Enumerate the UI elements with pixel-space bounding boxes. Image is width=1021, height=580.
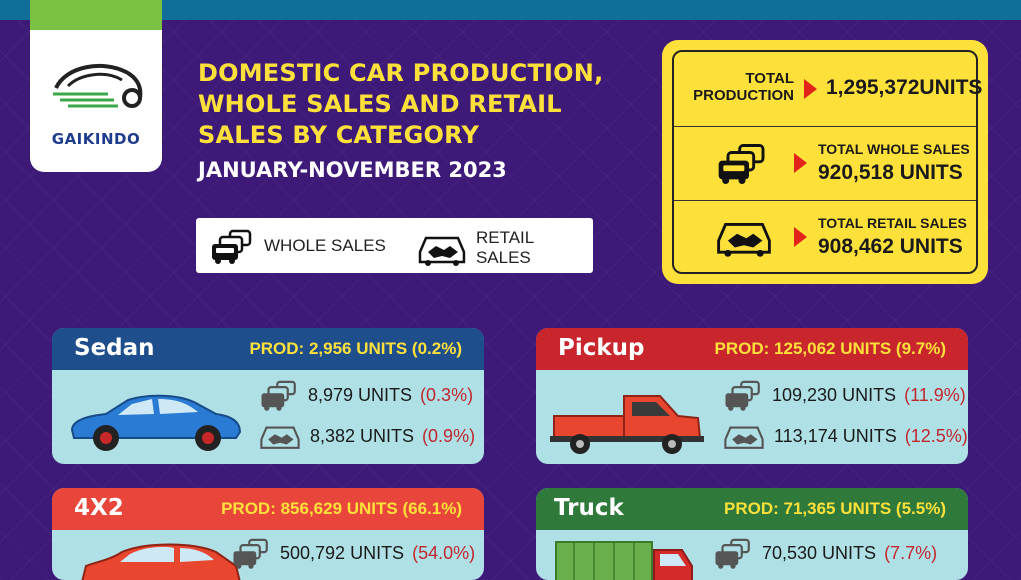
retail-percent: (12.5%) [904, 425, 968, 446]
title-line: SALES BY CATEGORY [198, 121, 480, 149]
category-wholesales: 109,230 UNITS (11.9%) [722, 378, 966, 412]
retail-percent: (0.9%) [422, 425, 476, 446]
total-retail-row: TOTAL RETAIL SALES 908,462 UNITS [674, 200, 976, 274]
legend-retail-label: RETAIL SALES [475, 228, 534, 267]
hatchback-car-icon [81, 543, 241, 580]
category-production: PROD: 2,956 UNITS (0.2%) [249, 339, 462, 358]
box-truck-icon [555, 541, 693, 580]
wholesales-percent: (54.0%) [412, 542, 476, 563]
category-body: 70,530 UNITS (7.7%) [536, 530, 968, 580]
category-name: Truck [554, 495, 624, 521]
category-wholesales: 70,530 UNITS (7.7%) [712, 536, 937, 570]
legend-wholesales-label: WHOLE SALES [264, 236, 386, 255]
total-retail-value: 908,462 UNITS [818, 235, 963, 258]
handshake-car-icon [717, 223, 771, 257]
total-wholesales-row: TOTAL WHOLE SALES 920,518 UNITS [674, 126, 976, 200]
retail-value: 113,174 UNITS [774, 425, 897, 446]
title-line: WHOLE SALES AND RETAIL [198, 90, 562, 118]
category-name: Sedan [74, 335, 155, 361]
category-card-sedan: Sedan PROD: 2,956 UNITS (0.2%) 8,979 UNI… [52, 328, 484, 464]
cars-stack-icon [725, 380, 760, 411]
cars-stack-icon [715, 538, 750, 569]
title-line: DOMESTIC CAR PRODUCTION, [198, 59, 604, 87]
category-header: Sedan PROD: 2,956 UNITS (0.2%) [52, 328, 484, 370]
legend-wholesales: WHOLE SALES [208, 228, 386, 264]
period-subtitle: JANUARY-NOVEMBER 2023 [198, 158, 507, 182]
category-card-pickup: Pickup PROD: 125,062 UNITS (9.7%) 109,23… [536, 328, 968, 464]
category-header: Truck PROD: 71,365 UNITS (5.5%) [536, 488, 968, 530]
total-retail-label: TOTAL RETAIL SALES [818, 215, 967, 231]
totals-panel: TOTAL PRODUCTION 1,295,372UNITS TOTAL WH… [662, 40, 988, 284]
legend: WHOLE SALES RETAIL SALES [196, 218, 593, 273]
category-retail: 113,174 UNITS (12.5%) [722, 420, 968, 452]
category-wholesales: 8,979 UNITS (0.3%) [258, 378, 473, 412]
totals-frame: TOTAL PRODUCTION 1,295,372UNITS TOTAL WH… [672, 50, 982, 274]
category-retail: 8,382 UNITS (0.9%) [258, 420, 475, 452]
total-production-label: TOTAL PRODUCTION [682, 70, 794, 104]
category-body: 500,792 UNITS (54.0%) [52, 530, 484, 580]
category-production: PROD: 125,062 UNITS (9.7%) [714, 339, 946, 358]
category-name: Pickup [558, 335, 645, 361]
category-body: 109,230 UNITS (11.9%) 113,174 UNITS (12.… [536, 370, 968, 464]
pickup-truck-icon [550, 395, 704, 454]
category-production: PROD: 856,629 UNITS (66.1%) [221, 499, 462, 518]
total-production-row: TOTAL PRODUCTION 1,295,372UNITS [674, 52, 982, 126]
category-production: PROD: 71,365 UNITS (5.5%) [723, 499, 946, 518]
legend-retail: RETAIL SALES [416, 228, 593, 268]
category-header: Pickup PROD: 125,062 UNITS (9.7%) [536, 328, 968, 370]
wholesales-percent: (7.7%) [884, 542, 938, 563]
category-wholesales: 500,792 UNITS (54.0%) [230, 536, 475, 570]
total-wholesales-label: TOTAL WHOLE SALES [818, 141, 970, 157]
arrow-icon [804, 79, 817, 99]
logo-card-accent [30, 0, 162, 30]
retail-value: 8,382 UNITS [310, 425, 415, 446]
handshake-car-icon [724, 426, 764, 449]
total-production-label-line: PRODUCTION [693, 87, 794, 104]
cars-stack-icon [718, 144, 765, 184]
wholesales-value: 70,530 UNITS [762, 542, 877, 563]
category-card-truck: Truck PROD: 71,365 UNITS (5.5%) 70,530 U… [536, 488, 968, 580]
wholesales-percent: (11.9%) [904, 384, 966, 405]
handshake-car-icon [260, 426, 300, 449]
arrow-icon [794, 153, 807, 173]
category-card-4x2: 4X2 PROD: 856,629 UNITS (66.1%) 500,792 … [52, 488, 484, 580]
category-name: 4X2 [74, 495, 124, 521]
total-wholesales-value: 920,518 UNITS [818, 161, 963, 184]
logo-card: GAIKINDO [30, 0, 162, 172]
cars-stack-icon [261, 380, 296, 411]
arrow-icon [794, 227, 807, 247]
total-production-value: 1,295,372UNITS [826, 76, 983, 99]
wholesales-value: 109,230 UNITS [772, 384, 897, 405]
sedan-car-icon [70, 394, 242, 451]
gaikindo-logo-icon [53, 64, 143, 108]
page-title: DOMESTIC CAR PRODUCTION, WHOLE SALES AND… [198, 58, 648, 151]
category-body: 8,979 UNITS (0.3%) 8,382 UNITS (0.9%) [52, 370, 484, 464]
total-production-label-line: TOTAL [745, 70, 794, 87]
category-header: 4X2 PROD: 856,629 UNITS (66.1%) [52, 488, 484, 530]
handshake-car-icon [418, 236, 466, 266]
wholesales-value: 500,792 UNITS [280, 542, 405, 563]
logo-text: GAIKINDO [51, 130, 141, 148]
cars-stack-icon [212, 229, 252, 264]
wholesales-value: 8,979 UNITS [308, 384, 413, 405]
cars-stack-icon [233, 538, 268, 569]
wholesales-percent: (0.3%) [420, 384, 474, 405]
top-bar [0, 0, 1021, 20]
